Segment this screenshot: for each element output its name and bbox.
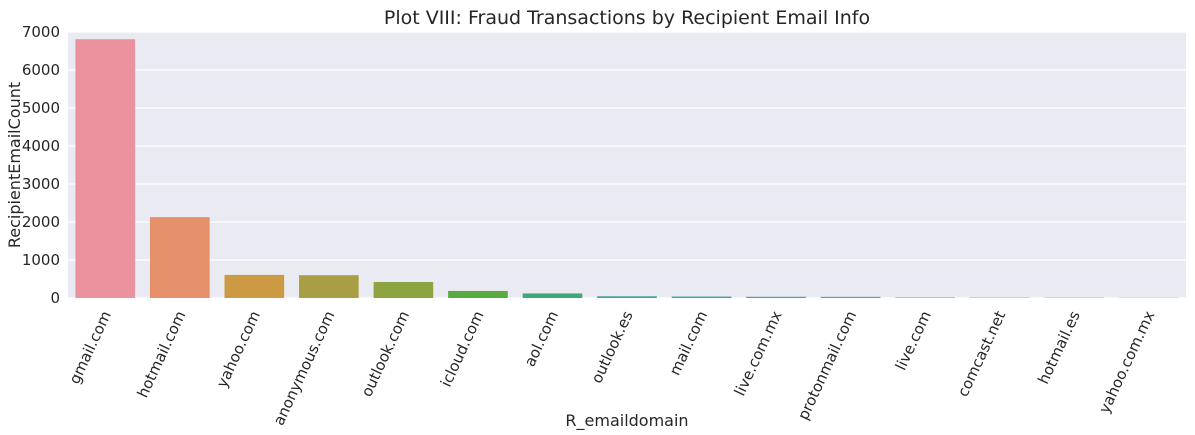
bar-gmail-com [75,39,135,298]
y-tick-label: 1000 [22,251,60,269]
bar-aol-com [523,293,583,298]
x-tick-label: outlook.com [358,308,413,400]
y-tick-label: 7000 [22,23,60,41]
x-tick-label: yahoo.com.mx [1095,308,1158,416]
bar-protonmail-com [821,297,881,298]
x-tick-label: live.com [892,308,935,373]
y-tick-label: 5000 [22,99,60,117]
y-tick-label: 3000 [22,175,60,193]
x-tick-label: comcast.net [954,308,1009,400]
y-tick-label: 0 [50,289,60,307]
x-axis-label: R_emaildomain [565,411,688,431]
x-tick-label: aol.com [521,308,562,369]
chart-title: Plot VIII: Fraud Transactions by Recipie… [384,7,870,29]
y-tick-label: 4000 [22,137,60,155]
y-tick-labels: 0 1000 2000 3000 4000 5000 6000 7000 [22,23,60,307]
x-tick-label: yahoo.com [213,308,264,390]
bar-live-com [895,297,955,298]
x-tick-label: hotmail.com [134,308,190,400]
bar-icloud-com [448,291,508,298]
x-tick-label: anonymous.com [270,308,339,428]
x-tick-label: protonmail.com [794,308,860,423]
bar-live-com-mx [746,297,806,298]
bar-yahoo-com [225,275,285,298]
bar-hotmail-com [150,217,210,298]
x-tick-label: gmail.com [65,308,114,387]
x-tick-label: mail.com [666,308,711,378]
y-axis-label: RecipientEmailCount [5,82,24,248]
x-tick-label: icloud.com [437,308,488,390]
plot-area [68,32,1186,298]
x-tick-label: hotmail.es [1034,308,1084,387]
y-tick-label: 6000 [22,61,60,79]
bar-outlook-com [374,282,434,298]
bar-outlook-es [597,296,657,298]
x-tick-label: live.com.mx [731,308,786,399]
bar-mail-com [672,297,732,298]
bar-anonymous-com [299,275,359,298]
y-tick-label: 2000 [22,213,60,231]
x-tick-label: outlook.es [588,308,637,386]
